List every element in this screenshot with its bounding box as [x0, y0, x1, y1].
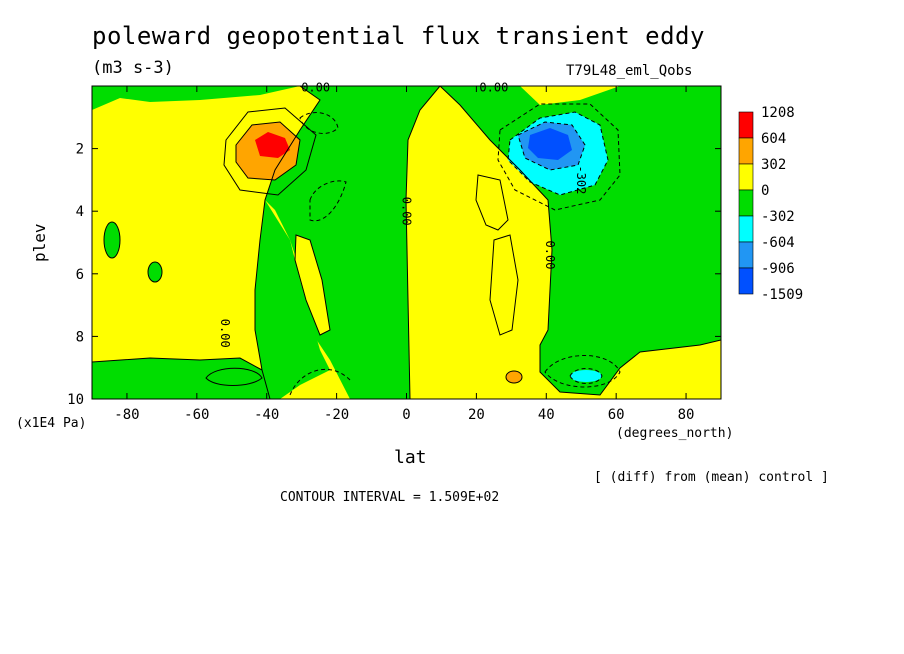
color-legend: 1208 604 302 0 -302 -604 -906 -1509: [738, 105, 803, 303]
y-tick-label: 4: [76, 204, 84, 220]
contour-negative-north-outer: [497, 103, 621, 211]
x-tick-label: 20: [468, 407, 485, 423]
field-green-blob-1: [104, 222, 120, 258]
contour-interval: CONTOUR INTERVAL = 1.509E+02: [280, 490, 500, 505]
contour-negative-south-bottom: [289, 368, 351, 396]
contour-surface-positive: [505, 370, 523, 384]
legend-swatch: [738, 137, 754, 165]
legend-label: -302: [761, 209, 795, 225]
contour-label: 0.00: [400, 197, 414, 226]
field-yellow-north-bottom: [632, 355, 721, 399]
field-yellow-north-strip: [476, 175, 508, 230]
x-axis-label: lat: [394, 447, 427, 468]
contour-label: 0.00: [543, 241, 557, 270]
y-axis-units: (x1E4 Pa): [16, 416, 87, 431]
diff-note: [ (diff) from (mean) control ]: [594, 470, 829, 485]
x-axis-ticks: -80 -60 -40 -20 0 20 40 60 80: [114, 86, 694, 423]
legend-label: 1208: [761, 105, 795, 121]
field-yellow-north-top: [520, 86, 620, 105]
legend-label: 302: [761, 157, 786, 173]
field-surface-positive: [506, 371, 522, 383]
x-tick-label: 60: [608, 407, 625, 423]
contour-lines-negative: [289, 103, 621, 396]
units-label: (m3 s-3): [92, 58, 174, 78]
contour-positive-south: [235, 121, 301, 181]
x-tick-label: -20: [324, 407, 349, 423]
field-layer: [92, 86, 721, 399]
y-tick-label: 2: [76, 142, 84, 158]
contour-negative-south-mid: [309, 180, 347, 222]
field-positive-core: [255, 132, 290, 158]
legend-label: 604: [761, 131, 786, 147]
contour-lines: [92, 86, 721, 399]
field-green-south-tongue: [255, 200, 330, 399]
y-tick-label: 10: [67, 392, 84, 408]
contour-negative-surface-outer: [544, 355, 621, 388]
contour-label: -302: [574, 165, 588, 194]
x-tick-label: -60: [184, 407, 209, 423]
x-axis-units: (degrees_north): [616, 426, 734, 441]
contour-negative-north-2: [517, 121, 586, 171]
y-axis-ticks: 2 4 6 8 10: [67, 142, 721, 408]
contour-negative-south-upper: [299, 112, 339, 134]
contour-positive-south-outer: [223, 107, 317, 196]
contour-labels: 0.00 0.00 0.00 0.00 0.00 -302: [218, 81, 588, 348]
contour-label: 0.00: [479, 81, 508, 95]
field-green-blob-2: [148, 262, 162, 282]
legend-swatch: [738, 189, 754, 217]
y-tick-label: 6: [76, 267, 84, 283]
field-yellow-hole-1: [295, 235, 330, 335]
contour-zero-equator: [405, 86, 441, 399]
legend-label: -1509: [761, 287, 803, 303]
contour-yellow-hole-1: [294, 234, 331, 336]
legend-swatch: [738, 241, 754, 269]
x-tick-label: -80: [114, 407, 139, 423]
contour-north-strip: [475, 174, 509, 231]
field-negative-core: [528, 128, 572, 160]
contour-blob-2: [147, 261, 163, 283]
field-yellow-hole-2: [490, 235, 518, 335]
x-tick-label: 40: [538, 407, 555, 423]
field-green-north: [440, 86, 721, 395]
run-label: T79L48_eml_Qobs: [566, 63, 693, 79]
contour-zero-south: [254, 86, 321, 399]
legend-label: 0: [761, 183, 769, 199]
contour-yellow-hole-2: [489, 234, 519, 336]
legend-label: -604: [761, 235, 795, 251]
legend-swatch: [738, 111, 754, 139]
field-green-south-bottom: [92, 358, 270, 399]
page-title: poleward geopotential flux transient edd…: [92, 22, 705, 50]
contour-negative-north-1: [507, 111, 609, 196]
x-tick-label: 0: [402, 407, 410, 423]
legend-label: -906: [761, 261, 795, 277]
contour-blob-1: [103, 221, 121, 259]
legend-swatch: [738, 163, 754, 191]
legend-swatch: [738, 267, 754, 295]
field-green-south-upper: [92, 86, 300, 110]
contour-zero-south-bottom: [92, 357, 263, 371]
contour-negative-surface: [569, 368, 603, 384]
x-tick-label: 80: [678, 407, 695, 423]
field-surface-negative: [570, 370, 602, 382]
contour-zero-north: [439, 86, 721, 396]
contour-label: 0.00: [301, 81, 330, 95]
legend-swatch: [738, 215, 754, 243]
x-tick-label: -40: [254, 407, 279, 423]
contour-surface-south-1: [205, 367, 263, 386]
contour-label: 0.00: [218, 319, 232, 348]
y-tick-label: 8: [76, 329, 84, 345]
